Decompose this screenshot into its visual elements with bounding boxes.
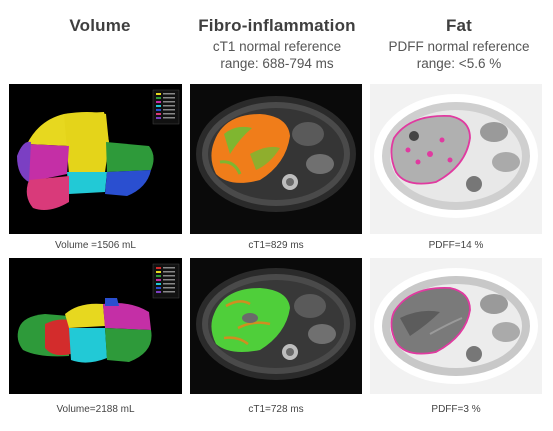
header-fat: Fat PDFF normal reference range: <5.6 %	[366, 16, 552, 72]
pdff-map-image-row2	[370, 258, 542, 394]
column-title-volume: Volume	[69, 16, 131, 35]
pdff-map-image-row1	[370, 84, 542, 234]
header-fibro-inflammation: Fibro-inflammation cT1 normal reference …	[182, 16, 372, 72]
ct1-map-image-row2	[190, 258, 362, 394]
column-subtitle-fat-line2: range: <5.6 %	[416, 56, 502, 71]
column-title-fibro: Fibro-inflammation	[198, 16, 356, 35]
caption-ct1-row2: cT1=728 ms	[248, 404, 304, 415]
caption-volume-row2: Volume=2188 mL	[56, 404, 135, 415]
liver-volume-3d-image-row1	[9, 84, 182, 234]
column-title-fat: Fat	[445, 16, 473, 35]
liver-volume-3d-image-row2	[9, 258, 182, 394]
column-subtitle-fibro-line2: range: 688-794 ms	[220, 56, 334, 71]
caption-volume-row1: Volume =1506 mL	[55, 240, 136, 251]
column-subtitle-fat-line1: PDFF normal reference	[388, 39, 530, 54]
header-volume: Volume	[20, 16, 180, 36]
caption-pdff-row2: PDFF=3 %	[431, 404, 481, 415]
ct1-map-image-row1	[190, 84, 362, 234]
column-subtitle-fibro-line1: cT1 normal reference	[212, 39, 342, 54]
caption-ct1-row1: cT1=829 ms	[248, 240, 304, 251]
caption-pdff-row1: PDFF=14 %	[428, 240, 484, 251]
